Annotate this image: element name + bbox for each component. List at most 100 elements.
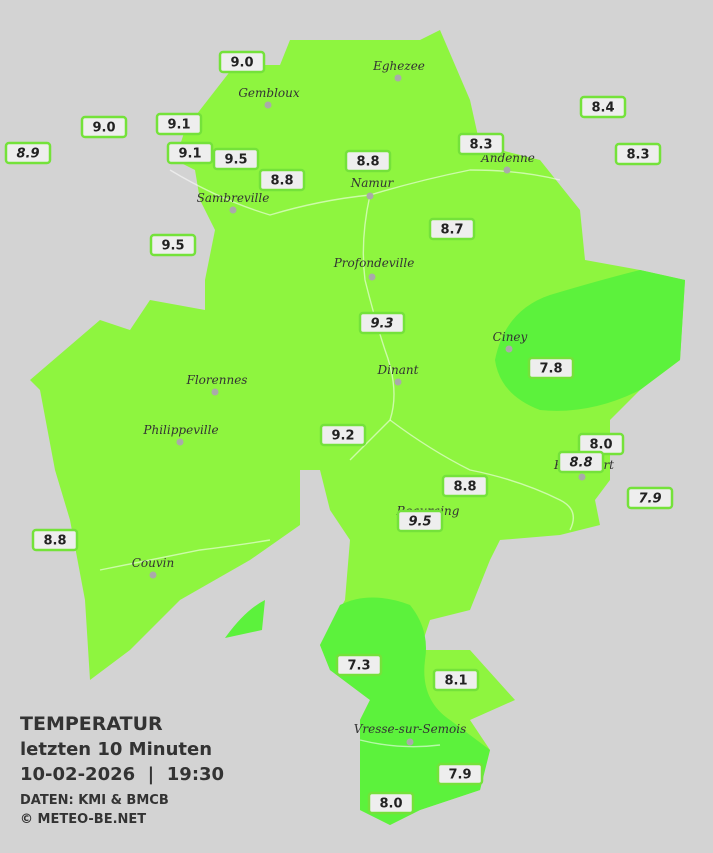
city-name: Florennes (186, 373, 248, 387)
station-label: 8.7 (428, 217, 476, 241)
city-dot (366, 192, 374, 200)
station-label: 8.0 (367, 791, 415, 815)
station-label: 8.9 (4, 141, 52, 165)
station-box (149, 233, 197, 257)
station-box (344, 149, 392, 173)
station-box (367, 791, 415, 815)
city-name: Vresse-sur-Semois (354, 722, 467, 736)
station-value: 8.8 (270, 174, 293, 189)
station-value: 8.3 (626, 148, 649, 163)
station-value: 8.8 (569, 456, 592, 471)
station-label: 9.3 (358, 311, 406, 335)
city-dot (368, 273, 376, 281)
station-box (31, 528, 79, 552)
title: TEMPERATUR (20, 713, 163, 735)
station-value: 9.3 (370, 317, 393, 332)
city-dot (229, 206, 237, 214)
station-box (218, 50, 266, 74)
station-label: 9.2 (319, 423, 367, 447)
city-name: Couvin (132, 556, 174, 570)
station-value: 7.9 (638, 492, 661, 507)
station-box (614, 142, 662, 166)
station-label: 8.3 (457, 132, 505, 156)
station-label: 9.5 (396, 509, 444, 533)
station-box (432, 668, 480, 692)
datetime: 10-02-2026 | 19:30 (20, 764, 224, 785)
station-value: 9.5 (408, 515, 431, 530)
station-box (335, 653, 383, 677)
city-dot (149, 571, 157, 579)
stations: 9.0 9.0 8.9 9.1 9.1 9.5 8.8 8.8 8.3 8.4 8.3 9.5 8.7 9… (4, 50, 674, 815)
station-label: 8.8 (258, 168, 306, 192)
station-label: 7.8 (527, 356, 575, 380)
station-label: 9.0 (80, 115, 128, 139)
station-value: 8.8 (453, 480, 476, 495)
station-label: 9.5 (149, 233, 197, 257)
station-label: 8.8 (557, 450, 605, 474)
river (389, 419, 574, 531)
station-value: 8.4 (591, 101, 614, 116)
station-box (258, 168, 306, 192)
city-dot (394, 378, 402, 386)
city-name: Gembloux (238, 86, 300, 100)
station-value: 9.5 (161, 239, 184, 254)
station-value: 8.8 (43, 534, 66, 549)
station-box (557, 450, 605, 474)
station-box (80, 115, 128, 139)
station-value: 9.0 (92, 121, 115, 136)
station-box (319, 423, 367, 447)
station-box (166, 141, 214, 165)
city-name: Philippeville (142, 423, 218, 437)
river (349, 194, 395, 461)
city-dot (264, 101, 272, 109)
station-box (579, 95, 627, 119)
station-value: 8.1 (444, 674, 467, 689)
station-value: 8.8 (356, 155, 379, 170)
station-label: 7.3 (335, 653, 383, 677)
station-value: 9.0 (230, 56, 253, 71)
station-value: 9.2 (331, 429, 354, 444)
river (99, 539, 271, 571)
city-dot (503, 166, 511, 174)
station-box (527, 356, 575, 380)
station-value: 8.9 (16, 147, 39, 162)
station-value: 7.3 (347, 659, 370, 674)
station-box (626, 486, 674, 510)
subtitle: letzten 10 Minuten (20, 739, 212, 760)
city-dot (394, 74, 402, 82)
station-label: 8.8 (31, 528, 79, 552)
city-name: Ciney (493, 330, 528, 344)
city-dot (578, 473, 586, 481)
station-value: 9.1 (167, 118, 190, 133)
station-box (155, 112, 203, 136)
station-label: 9.1 (155, 112, 203, 136)
cool-zone (225, 600, 265, 638)
station-box (396, 509, 444, 533)
city-name: Profondeville (333, 256, 415, 270)
city-name: Sambreville (197, 191, 270, 205)
station-value: 7.9 (448, 768, 471, 783)
station-label: 9.1 (166, 141, 214, 165)
credit: © METEO-BE.NET (20, 812, 146, 827)
city-name: Eghezee (372, 59, 425, 73)
city-dot (176, 438, 184, 446)
station-box (212, 147, 260, 171)
station-box (358, 311, 406, 335)
station-label: 8.8 (344, 149, 392, 173)
station-box (428, 217, 476, 241)
city-name: Dinant (377, 363, 419, 377)
station-label: 9.0 (218, 50, 266, 74)
station-label: 8.8 (441, 474, 489, 498)
station-value: 9.5 (224, 153, 247, 168)
station-value: 8.7 (440, 223, 463, 238)
river (359, 739, 441, 748)
station-value: 7.8 (539, 362, 562, 377)
station-label: 7.9 (436, 762, 484, 786)
station-label: 7.9 (626, 486, 674, 510)
station-box (4, 141, 52, 165)
station-value: 8.3 (469, 138, 492, 153)
station-value: 9.1 (178, 147, 201, 162)
station-label: 8.1 (432, 668, 480, 692)
